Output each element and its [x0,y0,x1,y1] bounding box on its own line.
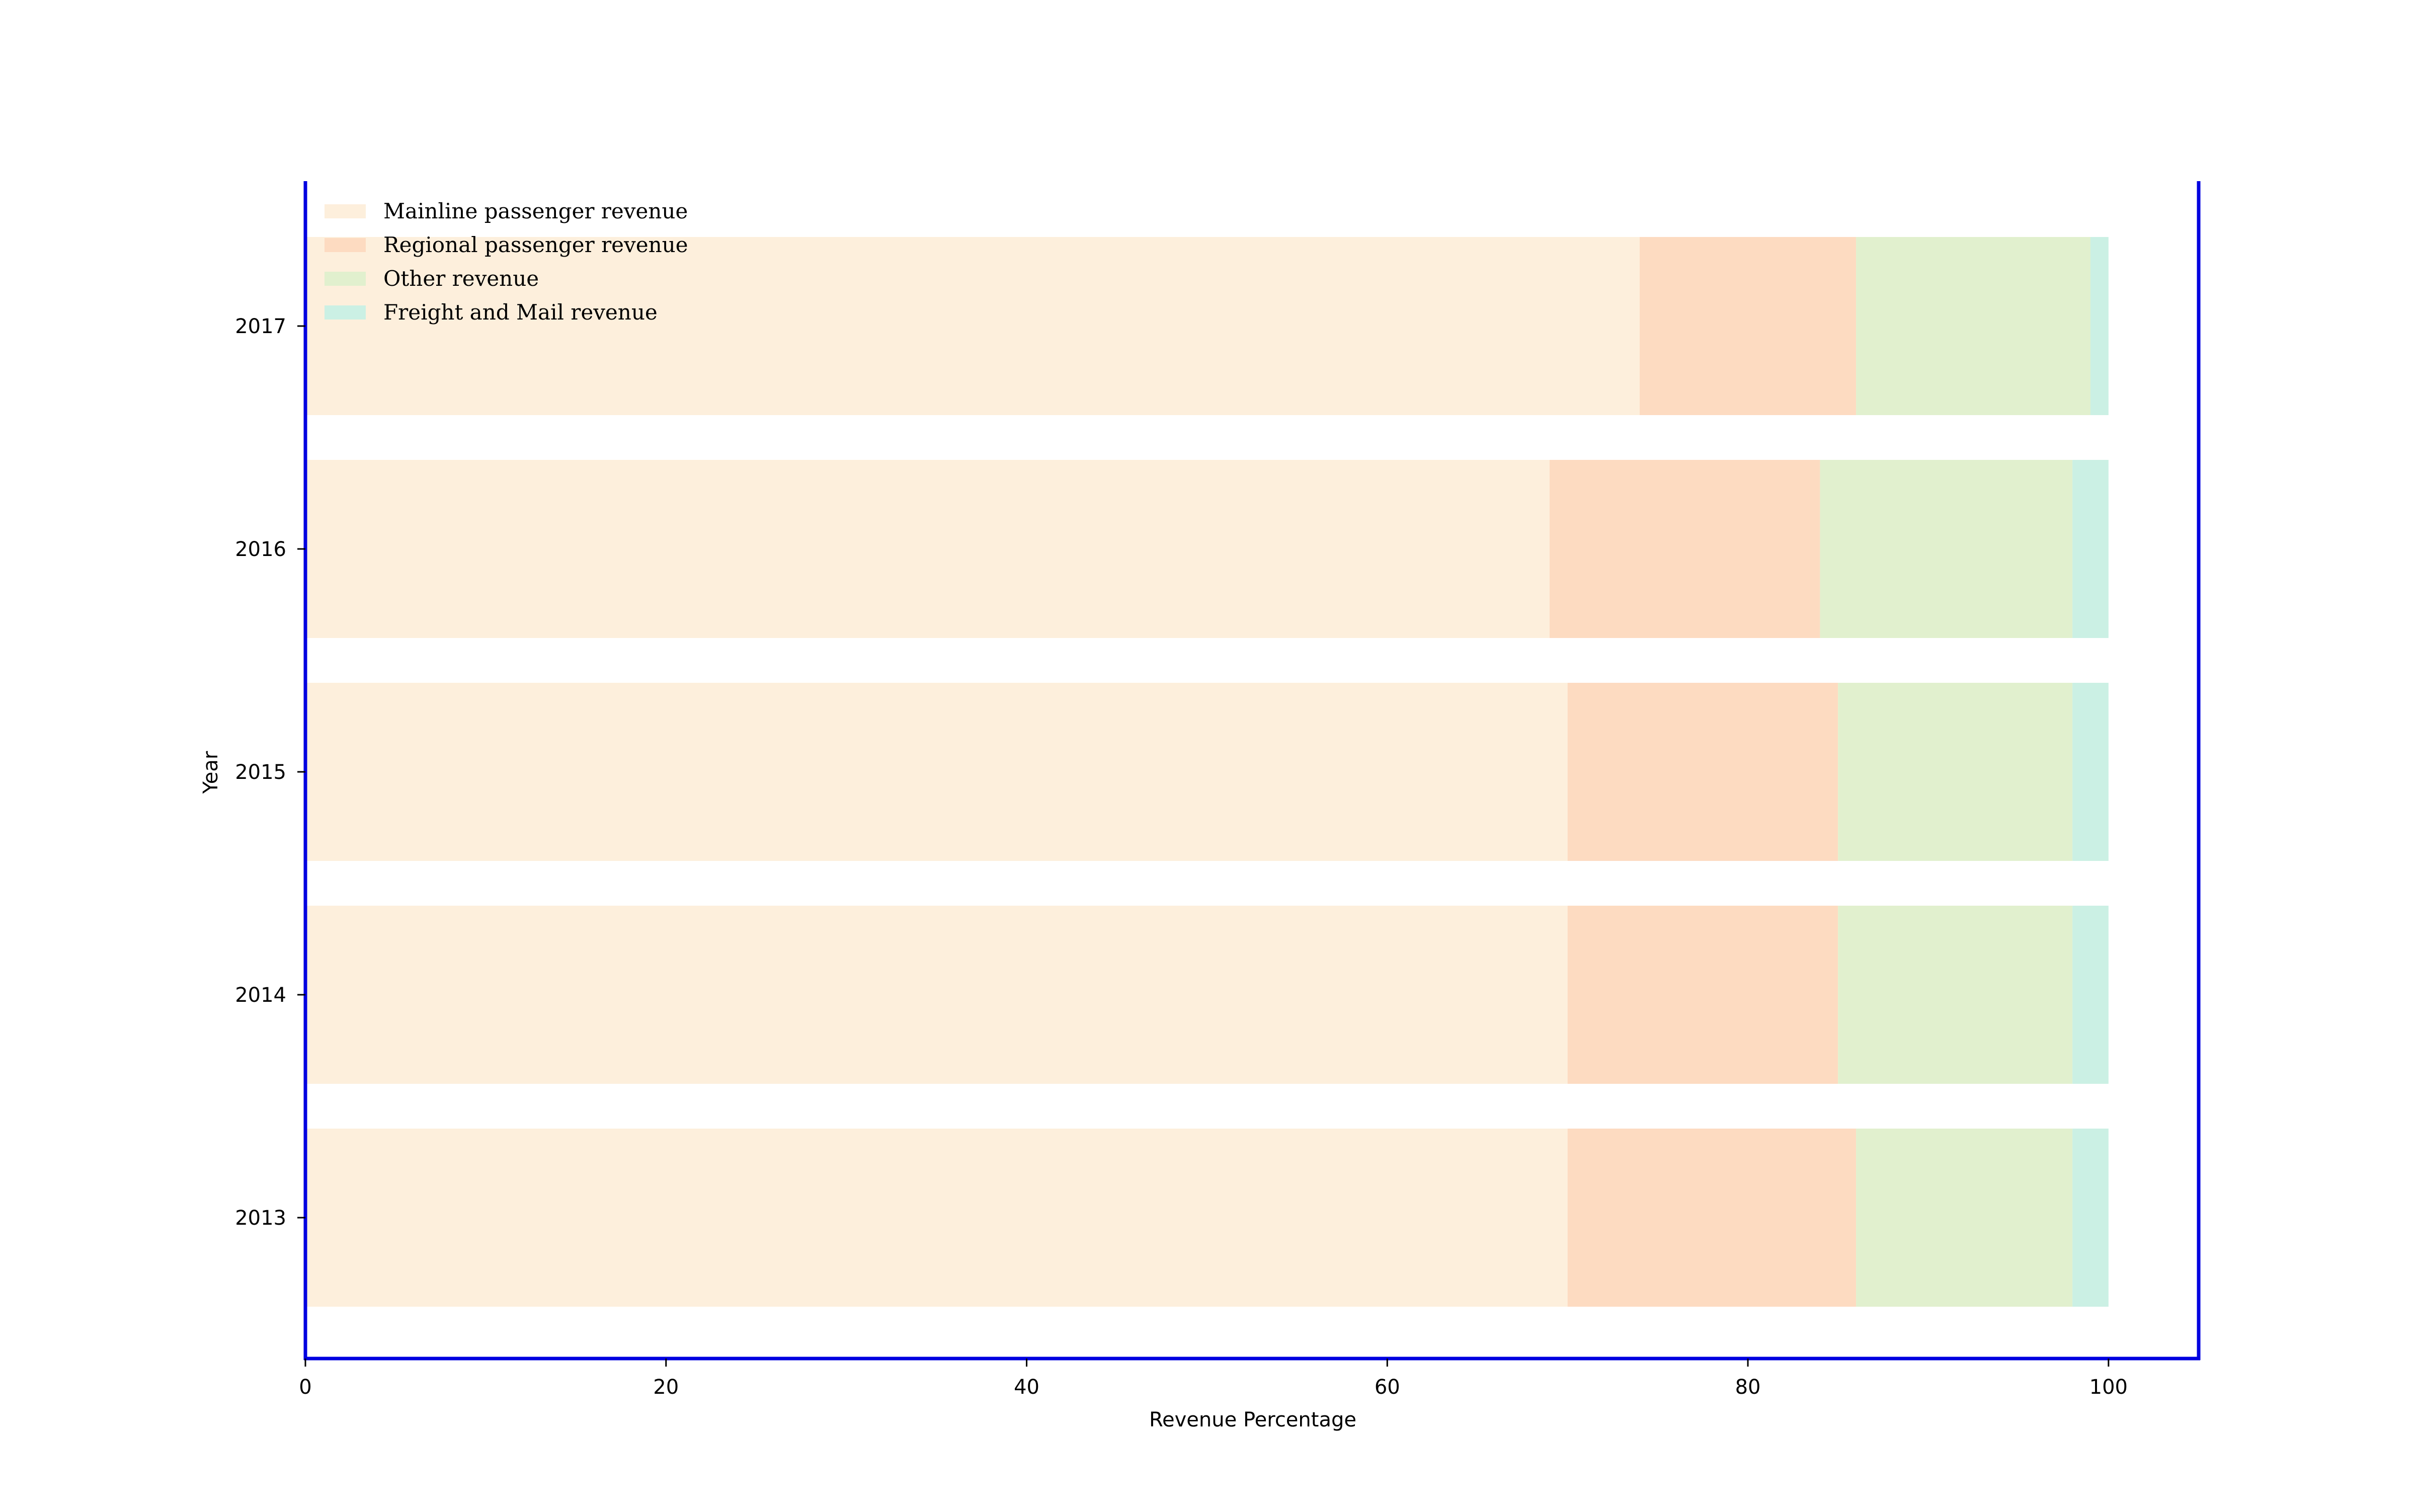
x-tick-label-3: 60 [1375,1376,1400,1399]
legend-swatch-3 [325,305,366,320]
bar-2017-series-0 [305,237,1640,415]
x-tick-label-5: 100 [2089,1376,2128,1399]
axes-layer [303,181,2201,1361]
bars-layer [305,237,2109,1307]
y-tick-label-1: 2014 [235,984,286,1007]
y-axis-label: Year [199,751,222,794]
y-tick-label-2: 2015 [235,761,286,784]
x-tick-label-4: 80 [1735,1376,1761,1399]
bar-2014-series-0 [305,906,1568,1084]
bar-2015-series-0 [305,683,1568,861]
bar-2016-series-3 [2072,460,2109,638]
bar-2016-series-2 [1820,460,2073,638]
legend: Mainline passenger revenue Regional passe… [325,199,688,325]
bar-2015-series-3 [2072,683,2109,861]
legend-swatch-2 [325,272,366,286]
x-tick-label-1: 20 [653,1376,679,1399]
bar-2014-series-1 [1567,906,1838,1084]
bar-2014-series-2 [1838,906,2073,1084]
bar-2013-series-3 [2072,1129,2109,1307]
bar-2017-series-3 [2090,237,2109,415]
x-ticks-layer: 0 20 40 60 80 100 [299,1359,2128,1399]
bar-2013-series-2 [1856,1129,2073,1307]
legend-swatch-0 [325,204,366,218]
bar-2013-series-1 [1567,1129,1857,1307]
bar-2017-series-1 [1640,237,1857,415]
bar-2017-series-2 [1856,237,2090,415]
y-ticks-layer: 2013 2014 2015 2016 2017 [235,315,305,1230]
bar-2013-series-0 [305,1129,1568,1307]
x-axis-label: Revenue Percentage [1149,1408,1356,1431]
bar-2016-series-0 [305,460,1550,638]
bar-2014-series-3 [2072,906,2109,1084]
x-tick-label-0: 0 [299,1376,311,1399]
legend-label-3: Freight and Mail revenue [383,300,658,325]
legend-label-2: Other revenue [383,266,539,291]
legend-label-0: Mainline passenger revenue [383,199,688,223]
x-tick-label-2: 40 [1014,1376,1039,1399]
y-tick-label-0: 2013 [235,1207,286,1230]
y-tick-label-4: 2017 [235,315,286,338]
legend-swatch-1 [325,238,366,252]
y-tick-label-3: 2016 [235,538,286,561]
bar-2016-series-1 [1549,460,1820,638]
bar-2015-series-1 [1567,683,1838,861]
bar-2015-series-2 [1838,683,2073,861]
legend-label-1: Regional passenger revenue [383,232,688,257]
